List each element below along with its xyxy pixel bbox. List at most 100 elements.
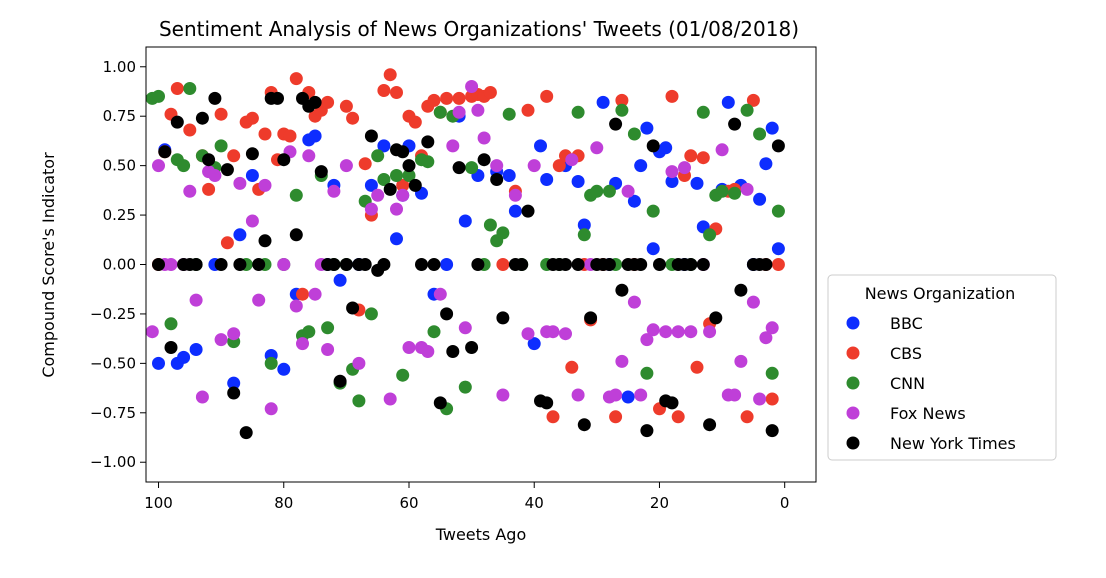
point-new-york-times-14 [239,426,253,440]
x-tick-label: 80 [274,494,293,512]
legend-label-bbc: BBC [890,314,923,333]
point-new-york-times-55 [521,204,535,218]
point-fox-news-49 [546,325,560,339]
x-tick-label: 40 [525,494,544,512]
point-fox-news-28 [364,202,378,216]
point-fox-news-41 [471,103,485,117]
y-tick-label: 0.00 [103,256,136,274]
point-cbs-23 [321,95,335,109]
point-new-york-times-83 [728,117,742,131]
point-new-york-times-63 [584,311,598,325]
point-cbs-37 [427,93,441,107]
point-new-york-times-19 [271,91,284,105]
point-cnn-67 [765,366,779,380]
point-cbs-47 [521,103,535,117]
point-fox-news-22 [308,287,322,301]
legend-marker-cbs [846,346,860,360]
point-fox-news-7 [195,390,209,404]
x-axis-label: Tweets Ago [435,525,526,544]
point-cnn-60 [696,105,710,119]
point-new-york-times-10 [214,258,228,271]
point-new-york-times-40 [408,178,422,192]
point-new-york-times-1 [158,145,172,159]
legend-label-fox-news: Fox News [890,404,966,423]
point-fox-news-1 [152,159,165,173]
point-new-york-times-73 [646,139,660,153]
point-bbc-48 [665,175,679,188]
point-cbs-72 [746,93,760,107]
point-new-york-times-27 [327,258,341,271]
point-bbc-44 [640,121,654,135]
point-fox-news-37 [446,139,460,153]
y-tick-label: −1.00 [90,453,136,471]
point-cbs-44 [483,86,497,99]
legend-title: News Organization [865,284,1016,303]
point-cnn-41 [483,218,497,232]
point-cbs-3 [170,82,184,95]
point-fox-news-76 [753,392,767,406]
point-new-york-times-48 [465,341,479,354]
point-fox-news-59 [627,295,641,309]
point-fox-news-45 [508,188,522,202]
point-new-york-times-3 [170,115,184,129]
point-new-york-times-0 [152,258,165,271]
point-cnn-9 [214,139,228,153]
point-bbc-45 [646,242,660,256]
point-fox-news-61 [640,333,654,347]
point-fox-news-0 [145,325,159,339]
point-bbc-41 [621,390,635,404]
point-new-york-times-11 [220,163,234,177]
point-fox-news-50 [559,327,572,341]
point-cnn-66 [753,127,767,141]
point-new-york-times-45 [440,307,454,321]
point-new-york-times-47 [452,161,466,175]
point-bbc-19 [377,139,391,153]
point-fox-news-73 [734,354,748,368]
point-new-york-times-42 [421,135,435,149]
point-fox-news-63 [659,325,673,339]
point-cnn-35 [433,105,447,119]
point-new-york-times-33 [364,129,378,143]
point-fox-news-46 [521,327,535,341]
legend-label-cnn: CNN [890,374,925,393]
y-tick-label: 0.25 [103,206,136,224]
x-tick-label: 100 [144,494,173,512]
point-cnn-56 [640,366,654,380]
legend-marker-new-york-times [846,436,860,450]
chart-title: Sentiment Analysis of News Organizations… [159,17,799,41]
y-tick-label: −0.25 [90,305,136,323]
point-cnn-43 [496,226,510,240]
point-cnn-44 [502,107,516,121]
point-fox-news-60 [634,388,648,402]
y-tick-label: 1.00 [103,58,136,76]
point-fox-news-36 [433,287,447,301]
point-cbs-9 [227,149,241,163]
point-cnn-52 [602,184,616,198]
point-bbc-7 [233,228,247,242]
point-new-york-times-17 [258,234,272,248]
point-fox-news-15 [258,178,272,192]
point-cnn-51 [590,184,604,198]
point-fox-news-56 [609,388,623,402]
point-cbs-31 [390,86,403,99]
point-cnn-19 [321,321,335,335]
point-bbc-56 [753,192,767,206]
point-bbc-42 [627,194,641,208]
legend-marker-bbc [846,316,860,330]
point-bbc-43 [634,159,648,173]
x-tick-label: 60 [399,494,418,512]
point-new-york-times-66 [602,258,616,271]
point-fox-news-24 [321,343,335,356]
point-cnn-15 [289,188,303,202]
legend-marker-fox-news [846,406,860,420]
point-cbs-32 [396,178,410,192]
point-bbc-47 [659,141,673,155]
point-cnn-68 [771,204,785,218]
point-cbs-39 [440,91,454,105]
point-cbs-50 [552,159,566,173]
point-fox-news-77 [759,331,773,345]
point-cbs-64 [684,149,698,163]
legend-label-new-york-times: New York Times [890,434,1016,453]
point-fox-news-72 [728,388,742,402]
